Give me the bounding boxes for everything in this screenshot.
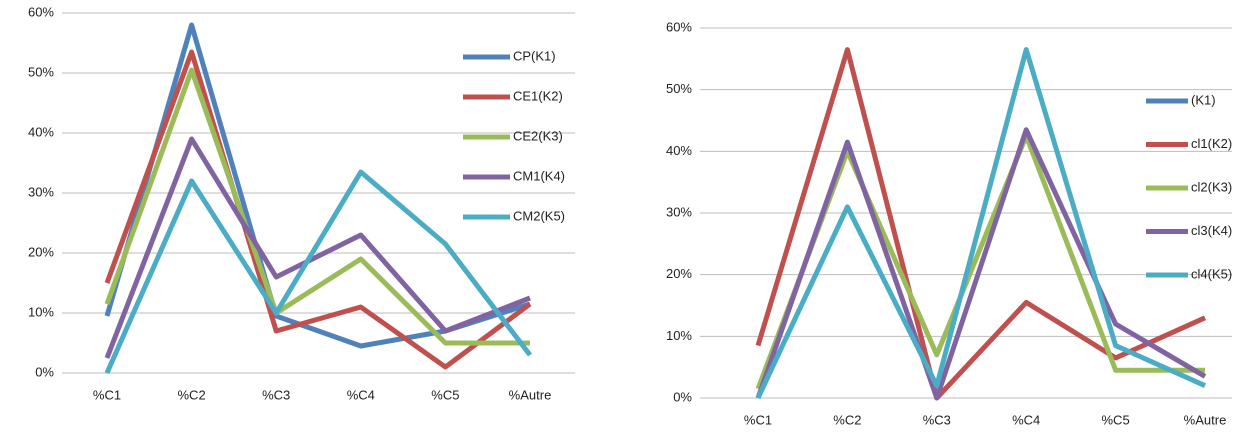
legend-label: cl3(K4) (1191, 223, 1232, 238)
x-tick-label: %C4 (347, 387, 375, 402)
y-tick-label: 0% (673, 389, 692, 404)
y-tick-label: 30% (666, 204, 692, 219)
legend-label: (K1) (1191, 92, 1216, 107)
y-tick-label: 50% (28, 64, 54, 79)
legend-label: CE1(K2) (513, 88, 563, 103)
x-tick-label: %C2 (178, 387, 206, 402)
legend-label: cl2(K3) (1191, 179, 1232, 194)
y-tick-label: 50% (666, 81, 692, 96)
y-tick-label: 0% (35, 364, 54, 379)
legend-label: CP(K1) (513, 48, 556, 63)
legend-label: CE2(K3) (513, 128, 563, 143)
x-tick-label: %C5 (431, 387, 459, 402)
legend-label: cl4(K5) (1191, 266, 1232, 281)
legend-label: CM2(K5) (513, 208, 565, 223)
x-tick-label: %C3 (923, 412, 951, 427)
series-line (104, 67, 530, 346)
y-tick-label: 20% (666, 266, 692, 281)
x-tick-label: %Autre (509, 387, 552, 402)
y-tick-label: 10% (666, 328, 692, 343)
y-tick-label: 20% (28, 244, 54, 259)
x-tick-label: %Autre (1184, 412, 1227, 427)
series-line (104, 169, 532, 375)
y-tick-label: 60% (28, 4, 54, 19)
series-line (104, 136, 531, 359)
x-tick-label: %C5 (1102, 412, 1130, 427)
x-tick-label: %C4 (1012, 412, 1040, 427)
y-tick-label: 60% (666, 19, 692, 34)
x-tick-label: %C3 (262, 387, 290, 402)
series-line (755, 127, 1207, 401)
x-tick-label: %C2 (833, 412, 861, 427)
x-tick-label: %C1 (744, 412, 772, 427)
legend-label: cl1(K2) (1191, 136, 1232, 151)
legend-label: CM1(K4) (513, 168, 565, 183)
series-line (755, 47, 1207, 400)
x-tick-label: %C1 (93, 387, 121, 402)
y-tick-label: 30% (28, 184, 54, 199)
y-tick-label: 40% (666, 143, 692, 158)
y-tick-label: 10% (28, 304, 54, 319)
series-line (104, 49, 532, 370)
y-tick-label: 40% (28, 124, 54, 139)
